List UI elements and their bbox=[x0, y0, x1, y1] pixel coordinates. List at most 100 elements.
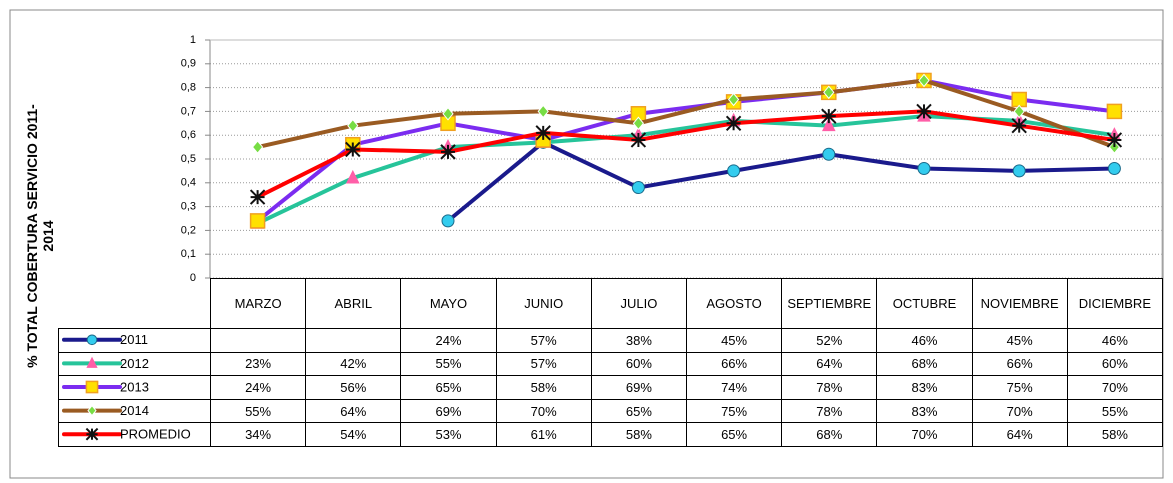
value-label: 57% bbox=[495, 351, 592, 377]
marker bbox=[249, 213, 266, 229]
marker bbox=[632, 116, 645, 131]
y-tick-label: 0,1 bbox=[181, 248, 196, 260]
value-label bbox=[305, 328, 402, 353]
y-axis-label: % TOTAL COBERTURA SERVICIO 2011-2014 bbox=[24, 104, 56, 368]
value-label: 65% bbox=[686, 422, 783, 447]
marker bbox=[535, 125, 551, 141]
x-tick-label: OCTUBRE bbox=[876, 278, 973, 329]
value-label: 57% bbox=[495, 328, 592, 353]
marker bbox=[727, 164, 741, 178]
marker bbox=[725, 115, 742, 132]
value-label: 53% bbox=[400, 422, 497, 447]
y-tick-label: 0,6 bbox=[181, 129, 196, 141]
marker bbox=[917, 162, 931, 176]
value-label: 52% bbox=[781, 328, 878, 353]
value-label: 68% bbox=[876, 351, 973, 377]
x-tick-label: DICIEMBRE bbox=[1066, 278, 1163, 329]
legend-entry bbox=[58, 422, 211, 447]
marker bbox=[85, 427, 99, 441]
legend-entry bbox=[58, 328, 211, 353]
marker bbox=[1011, 117, 1027, 134]
value-label: 45% bbox=[686, 328, 783, 353]
marker bbox=[537, 104, 549, 119]
value-label: 64% bbox=[305, 398, 402, 424]
y-tick-label: 0,5 bbox=[181, 153, 196, 165]
value-label: 75% bbox=[686, 398, 783, 424]
marker bbox=[1013, 104, 1025, 119]
legend-label: 2014 bbox=[120, 403, 149, 418]
marker bbox=[823, 85, 835, 100]
value-label: 78% bbox=[781, 398, 878, 424]
legend-label: PROMEDIO bbox=[120, 427, 191, 442]
value-label: 34% bbox=[210, 422, 307, 447]
value-label: 78% bbox=[781, 375, 878, 400]
x-tick-label: JUNIO bbox=[495, 278, 592, 329]
marker bbox=[347, 118, 359, 133]
x-tick-label: ABRIL bbox=[305, 278, 402, 329]
legend-label: 2013 bbox=[120, 379, 149, 394]
x-tick-label: MARZO bbox=[210, 278, 307, 329]
value-label: 64% bbox=[781, 351, 878, 377]
value-label: 69% bbox=[590, 375, 687, 400]
value-label: 74% bbox=[686, 375, 783, 400]
marker bbox=[822, 147, 836, 161]
marker bbox=[1012, 164, 1026, 178]
marker bbox=[441, 214, 455, 228]
value-label: 70% bbox=[1066, 375, 1163, 400]
series-line bbox=[255, 78, 1117, 150]
marker bbox=[916, 103, 932, 120]
marker bbox=[1108, 140, 1121, 154]
frame bbox=[9, 9, 1164, 479]
legend-entry bbox=[58, 351, 211, 377]
value-label: 55% bbox=[210, 398, 307, 424]
value-label: 58% bbox=[495, 375, 592, 400]
marker bbox=[85, 380, 99, 394]
marker bbox=[86, 334, 98, 346]
value-label: 46% bbox=[876, 328, 973, 353]
x-tick-label: MAYO bbox=[400, 278, 497, 329]
marker bbox=[1011, 91, 1027, 108]
value-label: 65% bbox=[590, 398, 687, 424]
marker bbox=[345, 141, 361, 158]
marker bbox=[727, 92, 740, 107]
value-label: 56% bbox=[305, 375, 402, 400]
line bbox=[255, 109, 1117, 200]
value-label: 45% bbox=[971, 328, 1068, 353]
marker bbox=[87, 405, 97, 417]
value-label: 60% bbox=[1066, 351, 1163, 377]
value-label: 58% bbox=[590, 422, 687, 447]
value-label: 24% bbox=[400, 328, 497, 353]
value-label: 65% bbox=[400, 375, 497, 400]
marker bbox=[1107, 162, 1121, 176]
line bbox=[255, 78, 1117, 223]
value-label: 64% bbox=[971, 422, 1068, 447]
value-label: 66% bbox=[971, 351, 1068, 377]
y-tick-label: 0,7 bbox=[181, 105, 196, 117]
legend-entry bbox=[58, 375, 211, 400]
legend-label: 2011 bbox=[120, 332, 148, 347]
value-label: 70% bbox=[495, 398, 592, 424]
x-tick-label: SEPTIEMBRE bbox=[781, 278, 878, 329]
y-tick-label: 0,3 bbox=[181, 201, 196, 213]
value-label: 42% bbox=[305, 351, 402, 377]
value-label: 68% bbox=[781, 422, 878, 447]
value-label: 83% bbox=[876, 398, 973, 424]
x-tick-label: JULIO bbox=[590, 278, 687, 329]
value-label: 23% bbox=[210, 351, 307, 377]
marker bbox=[345, 169, 360, 184]
y-tick-label: 0,8 bbox=[181, 82, 196, 94]
value-label: 70% bbox=[876, 422, 973, 447]
value-label: 75% bbox=[971, 375, 1068, 400]
value-label bbox=[210, 328, 307, 353]
marker bbox=[821, 108, 837, 124]
x-tick-label: AGOSTO bbox=[686, 278, 783, 329]
line bbox=[255, 78, 1117, 150]
marker bbox=[630, 132, 647, 148]
marker bbox=[918, 73, 930, 88]
line bbox=[446, 140, 1117, 223]
value-label: 83% bbox=[876, 375, 973, 400]
value-label: 46% bbox=[1066, 328, 1163, 353]
legend-label: 2012 bbox=[120, 356, 149, 371]
